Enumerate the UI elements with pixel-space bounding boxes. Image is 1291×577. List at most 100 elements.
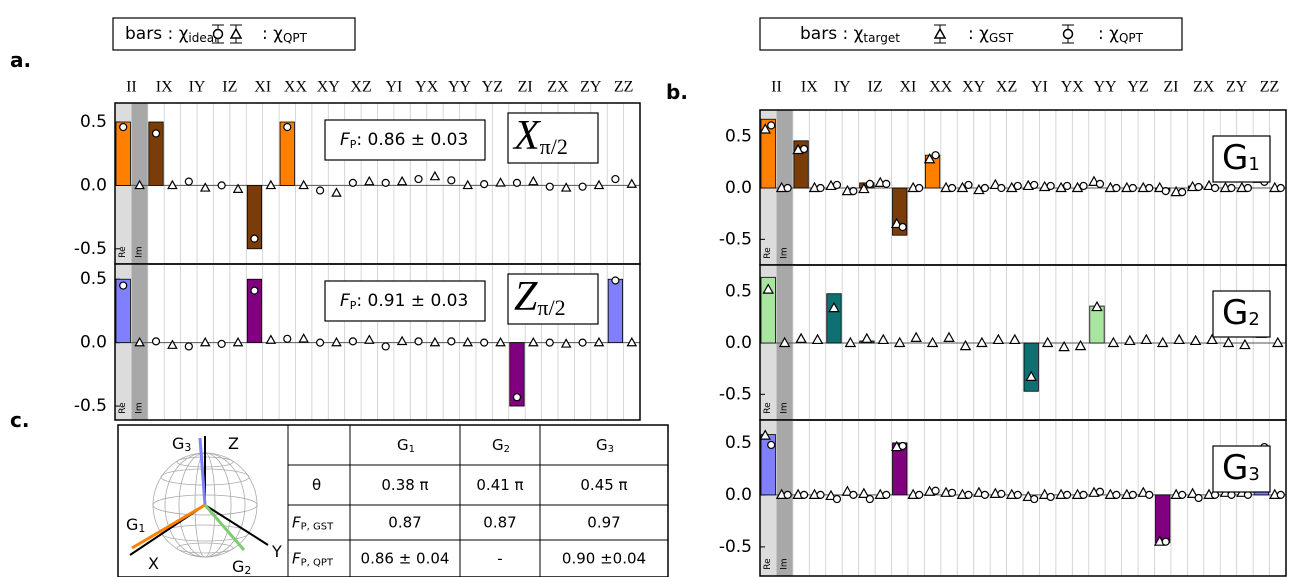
- gst-re-marker: [1189, 334, 1202, 346]
- qpt-im-marker: [265, 179, 277, 190]
- column-header-sub: 1: [409, 444, 415, 455]
- bloch-label: X: [148, 554, 159, 573]
- panel-label: b.: [666, 80, 688, 104]
- gst-re-marker: [1222, 336, 1235, 348]
- qpt-re-marker: [832, 180, 842, 190]
- qpt-re-marker: [898, 441, 907, 451]
- gst-re-marker: [956, 181, 969, 193]
- qpt-im-marker: [1046, 181, 1055, 191]
- bar: [115, 278, 131, 344]
- gate-label-text: G: [1222, 293, 1248, 333]
- qpt-im-marker: [167, 339, 178, 349]
- bar: [246, 185, 263, 250]
- qpt-im-marker: [134, 336, 145, 347]
- qpt-re-marker: [447, 337, 456, 346]
- qpt-im-marker: [816, 183, 825, 193]
- category-label: XX: [284, 79, 308, 96]
- gate-box: [1212, 135, 1271, 183]
- panel-label: a.: [10, 48, 31, 72]
- row-header-sub: P, QPT: [301, 557, 334, 568]
- fidelity-text-value: : 0.86 ± 0.03: [356, 130, 468, 150]
- legend-text: : χGST: [968, 24, 1014, 45]
- legend-text-sub: ideal: [188, 31, 217, 45]
- gst-im-marker: [1272, 336, 1284, 348]
- qpt-im-marker: [495, 336, 506, 347]
- category-label: YX: [1061, 79, 1085, 96]
- legend-text: : χQPT: [1098, 24, 1144, 45]
- qpt-re-marker: [283, 122, 292, 132]
- qpt-re-marker: [865, 494, 874, 504]
- legend-text: bars : χtarget: [800, 24, 900, 45]
- category-label: XI: [899, 79, 916, 96]
- qpt-re-marker: [545, 182, 554, 191]
- column-header-sub: 2: [504, 444, 510, 455]
- gate-box: [1212, 290, 1271, 338]
- category-label: IY: [834, 79, 851, 96]
- qpt-im-marker: [593, 336, 605, 347]
- slot-label: Re: [763, 247, 773, 259]
- qpt-im-marker: [882, 490, 891, 499]
- gst-im-marker: [877, 333, 890, 345]
- qpt-re-marker: [767, 121, 776, 130]
- y-tick-label: -0.5: [719, 384, 752, 404]
- table-cell: 0.87: [388, 514, 421, 532]
- qpt-im-marker: [429, 336, 441, 347]
- qpt-im-marker: [199, 182, 211, 192]
- gst-re-marker: [858, 487, 870, 498]
- gst-re-marker: [893, 336, 906, 348]
- gate-label-text: G: [1222, 448, 1248, 488]
- qpt-re-marker: [1161, 186, 1170, 196]
- gst-im-marker: [943, 331, 955, 342]
- qpt-im-marker: [1145, 183, 1154, 193]
- y-tick-label: 0.0: [725, 485, 752, 505]
- category-label: IX: [801, 79, 818, 96]
- legend-text-text: : χ: [968, 24, 989, 44]
- qpt-im-marker: [980, 490, 990, 499]
- qpt-re-marker: [315, 186, 325, 195]
- qpt-im-marker: [1276, 183, 1285, 193]
- gate-label-sub: 1: [1248, 154, 1259, 175]
- gate-label: G2: [1222, 293, 1260, 333]
- fidelity-text-sub: P: [350, 299, 357, 312]
- row-header: θ: [312, 476, 321, 494]
- y-tick-label: 0.0: [725, 178, 752, 198]
- qpt-re-marker: [545, 338, 554, 347]
- qpt-re-marker: [381, 178, 390, 187]
- qpt-im-marker: [396, 335, 408, 346]
- bar: [1023, 342, 1039, 392]
- qpt-re-marker: [611, 276, 620, 285]
- qpt-im-marker: [1178, 188, 1187, 197]
- category-label: YY: [448, 79, 472, 96]
- bar: [1155, 494, 1171, 544]
- qpt-im-marker: [1210, 183, 1220, 193]
- category-label: YI: [385, 79, 402, 96]
- qpt-re-marker: [1128, 183, 1137, 193]
- category-label: II: [771, 79, 782, 96]
- qpt-im-marker: [363, 334, 375, 344]
- category-label: IY: [189, 79, 206, 96]
- qpt-im-marker: [199, 336, 211, 347]
- qpt-im-marker: [134, 179, 145, 190]
- qpt-im-marker: [1046, 492, 1055, 502]
- y-tick-label: 0.5: [725, 127, 752, 147]
- legend-text: bars : χideal: [125, 24, 217, 45]
- bloch-label-sub: 1: [138, 522, 145, 535]
- y-tick-label: -0.5: [74, 239, 107, 259]
- slot-label: Re: [118, 246, 128, 258]
- qpt-re-marker: [217, 181, 226, 190]
- category-label: YI: [1031, 79, 1048, 96]
- gate-box: [1212, 445, 1271, 493]
- legend-box: [759, 17, 1183, 51]
- qpt-re-marker: [184, 177, 193, 186]
- category-label: ZZ: [614, 79, 634, 96]
- qpt-re-marker: [898, 222, 907, 232]
- qpt-re-marker: [480, 180, 489, 189]
- category-label: YZ: [482, 79, 503, 96]
- qpt-re-marker: [250, 286, 259, 295]
- qpt-re-marker: [1095, 487, 1105, 496]
- fidelity-box: [324, 119, 486, 161]
- y-tick-label: 0.0: [725, 333, 752, 353]
- gst-im-marker: [1009, 333, 1021, 345]
- gst-im-marker: [844, 336, 857, 348]
- table-frame: [117, 424, 669, 577]
